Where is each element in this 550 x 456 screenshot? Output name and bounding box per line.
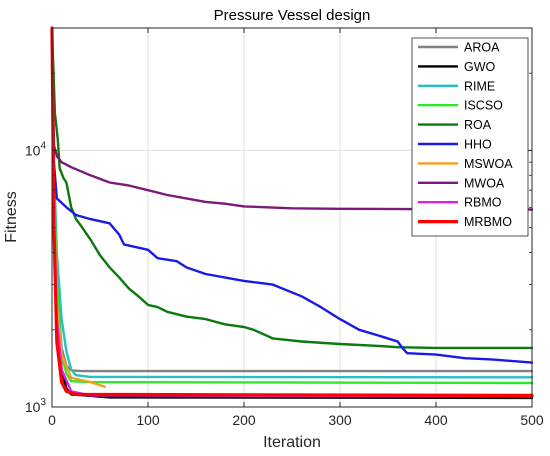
x-tick-label: 400 [424, 412, 448, 428]
y-tick-exponent: 3 [40, 397, 46, 408]
chart-title: Pressure Vessel design [214, 7, 371, 24]
legend-label-mrbmo: MRBMO [464, 215, 512, 229]
y-tick-label: 103 [25, 397, 47, 415]
series-layer [50, 26, 534, 400]
legend-label-aroa: AROA [464, 41, 500, 55]
x-tick-label: 300 [328, 412, 352, 428]
y-tick-base: 10 [25, 399, 41, 415]
series-line-mwoa [50, 26, 534, 211]
x-tick-label: 200 [232, 412, 256, 428]
legend-label-rime: RIME [464, 79, 495, 93]
x-tick-label: 100 [136, 412, 160, 428]
legend-label-hho: HHO [464, 138, 492, 152]
y-tick-base: 10 [25, 142, 41, 158]
legend-label-rbmo: RBMO [464, 196, 502, 210]
series-line-roa [50, 26, 534, 350]
y-axis-label: Fitness [3, 191, 20, 243]
legend-label-roa: ROA [464, 118, 492, 132]
y-tick-label: 104 [25, 140, 47, 158]
legend-label-mswoa: MSWOA [464, 157, 513, 171]
legend: AROA GWO RIME ISCSO ROA HHO MSWOA MWOA RBMO MRBMO [411, 37, 529, 237]
series-line-hho [50, 26, 534, 364]
y-tick-exponent: 4 [40, 140, 46, 151]
legend-label-gwo: GWO [464, 60, 496, 74]
plot-frame [51, 27, 533, 408]
x-tick-label: 0 [48, 412, 56, 428]
legend-label-iscso: ISCSO [464, 99, 503, 113]
x-tick-label: 500 [520, 412, 544, 428]
x-axis-label: Iteration [263, 434, 321, 451]
legend-label-mwoa: MWOA [464, 176, 505, 190]
